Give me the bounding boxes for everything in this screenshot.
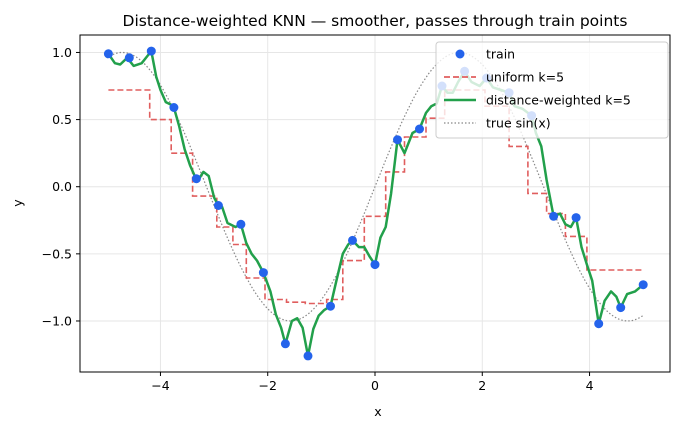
x-axis-ticks: −4 −2 0 2 4 (151, 372, 594, 393)
y-tick-label: 1.0 (52, 45, 72, 60)
train-point (549, 211, 559, 221)
train-point (638, 280, 648, 290)
legend-marker-train (455, 49, 465, 59)
x-tick-label: 2 (478, 378, 486, 393)
series-distance-weighted-k5 (107, 49, 644, 358)
train-point (616, 303, 626, 313)
y-tick-label: 0.0 (52, 179, 72, 194)
y-tick-label: 0.5 (52, 112, 72, 127)
legend-box (435, 41, 669, 139)
train-point (370, 260, 380, 270)
series-true-sin (106, 51, 644, 322)
x-tick-label: −2 (259, 378, 277, 393)
legend-label-uniform: uniform k=5 (486, 70, 564, 85)
chart-title: Distance-weighted KNN — smoother, passes… (123, 12, 628, 30)
uniform-k5-line (108, 89, 644, 305)
true-sin-line (106, 51, 644, 322)
train-point (146, 46, 156, 56)
x-tick-label: 0 (371, 378, 379, 393)
y-tick-label: −0.5 (42, 246, 72, 261)
series-uniform-k5 (108, 89, 644, 305)
distance-weighted-k5-line (107, 49, 644, 358)
train-point (415, 124, 424, 134)
train-point (213, 201, 223, 210)
train-point (280, 339, 290, 349)
train-point (236, 219, 246, 229)
y-axis-ticks: −1.0 −0.5 0.0 0.5 1.0 (42, 45, 80, 328)
train-point (124, 53, 134, 63)
x-tick-label: −4 (151, 378, 169, 393)
y-tick-label: −1.0 (42, 313, 72, 328)
train-point (326, 301, 335, 311)
legend: train uniform k=5 distance-weighted k=5 … (435, 41, 669, 139)
train-point (103, 49, 113, 59)
train-point (169, 103, 179, 112)
train-point (594, 319, 604, 329)
train-point (258, 268, 268, 278)
x-axis-label: x (374, 404, 381, 419)
train-point (571, 213, 581, 223)
x-tick-label: 4 (586, 378, 594, 393)
y-axis-label: y (10, 199, 25, 207)
train-point (393, 135, 402, 145)
legend-label-weighted: distance-weighted k=5 (486, 93, 631, 108)
train-point (191, 174, 201, 184)
legend-label-train: train (486, 47, 515, 62)
train-point (348, 235, 357, 245)
legend-label-true: true sin(x) (486, 116, 551, 131)
train-point (303, 351, 313, 361)
